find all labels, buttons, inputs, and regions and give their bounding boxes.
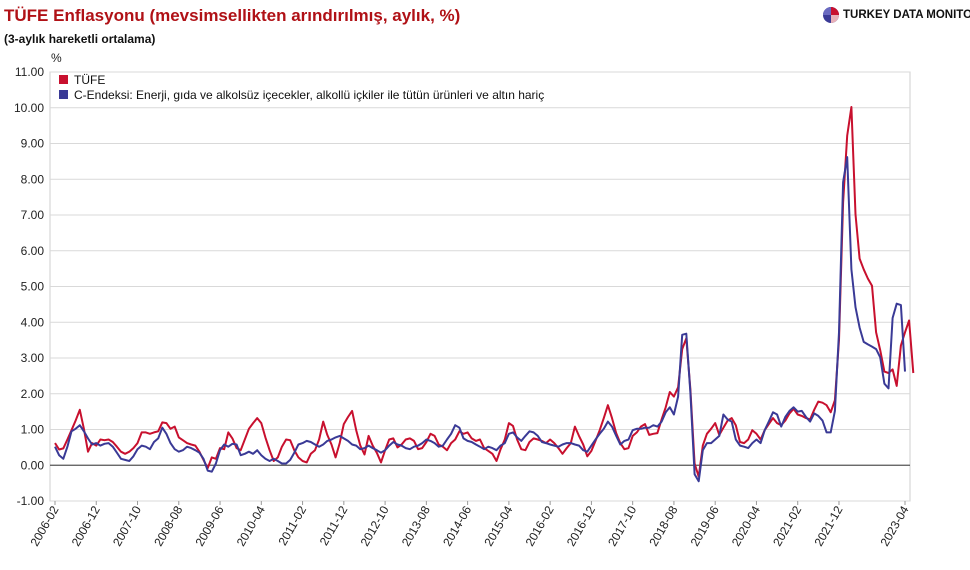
- y-tick-label: 6.00: [21, 244, 45, 258]
- y-tick-label: 3.00: [21, 351, 45, 365]
- brand-logo: TURKEY DATA MONITOR: [822, 6, 970, 24]
- x-tick-label: 2021-02: [770, 503, 804, 548]
- y-tick-label: 7.00: [21, 208, 45, 222]
- x-tick-label: 2012-10: [358, 503, 392, 548]
- y-axis-label: %: [51, 51, 62, 65]
- x-tick-label: 2019-06: [688, 503, 722, 548]
- x-tick-label: 2018-08: [646, 503, 680, 548]
- x-tick-label: 2009-06: [192, 503, 226, 548]
- y-tick-label: 0.00: [21, 458, 45, 472]
- x-tick-label: 2014-06: [440, 503, 474, 548]
- y-tick-label: 1.00: [21, 423, 45, 437]
- x-tick-label: 2016-12: [564, 503, 598, 548]
- x-tick-label: 2023-04: [877, 503, 911, 548]
- y-tick-label: 10.00: [14, 101, 44, 115]
- x-tick-label: 2006-12: [69, 503, 103, 548]
- x-tick-label: 2017-10: [605, 503, 639, 548]
- brand-name: TURKEY DATA MONITOR: [843, 9, 970, 21]
- legend-swatch: [59, 75, 68, 84]
- legend-label: TÜFE: [74, 73, 105, 87]
- y-tick-label: 4.00: [21, 315, 45, 329]
- gridlines: [49, 71, 911, 502]
- x-tick-label: 2015-04: [481, 503, 515, 548]
- y-tick-label: 9.00: [21, 137, 45, 151]
- x-tick-label: 2013-08: [399, 503, 433, 548]
- y-tick-label: -1.00: [17, 494, 45, 508]
- series-lines: [54, 106, 915, 483]
- x-tick-label: 2020-04: [729, 503, 763, 548]
- y-tick-label: 11.00: [15, 65, 44, 79]
- x-tick-label: 2006-02: [27, 503, 61, 548]
- x-tick-label: 2011-12: [317, 503, 351, 548]
- y-tick-label: 5.00: [21, 280, 45, 294]
- chart-title: TÜFE Enflasyonu (mevsimsellikten arındır…: [4, 6, 461, 25]
- y-tick-label: 2.00: [21, 387, 45, 401]
- x-tick-label: 2011-02: [275, 503, 309, 548]
- y-tick-label: 8.00: [21, 172, 45, 186]
- x-tick-label: 2021-12: [811, 503, 845, 548]
- x-tick-label: 2010-04: [234, 503, 268, 548]
- axes: 11.00 10.00 9.00 8.00 7.00 6.00 5.00 4.00 3.00 2.…: [14, 51, 912, 549]
- series-line-c-endeksi: [54, 156, 906, 483]
- x-tick-label: 2008-08: [151, 503, 185, 548]
- chart-subtitle: (3-aylık hareketli ortalama): [4, 32, 156, 46]
- globe-icon: [823, 7, 839, 23]
- x-tick-label: 2016-02: [523, 503, 557, 548]
- x-tick-label: 2007-10: [110, 503, 144, 548]
- legend-label: C-Endeksi: Enerji, gıda ve alkolsüz içec…: [74, 88, 544, 102]
- legend-swatch: [59, 90, 68, 99]
